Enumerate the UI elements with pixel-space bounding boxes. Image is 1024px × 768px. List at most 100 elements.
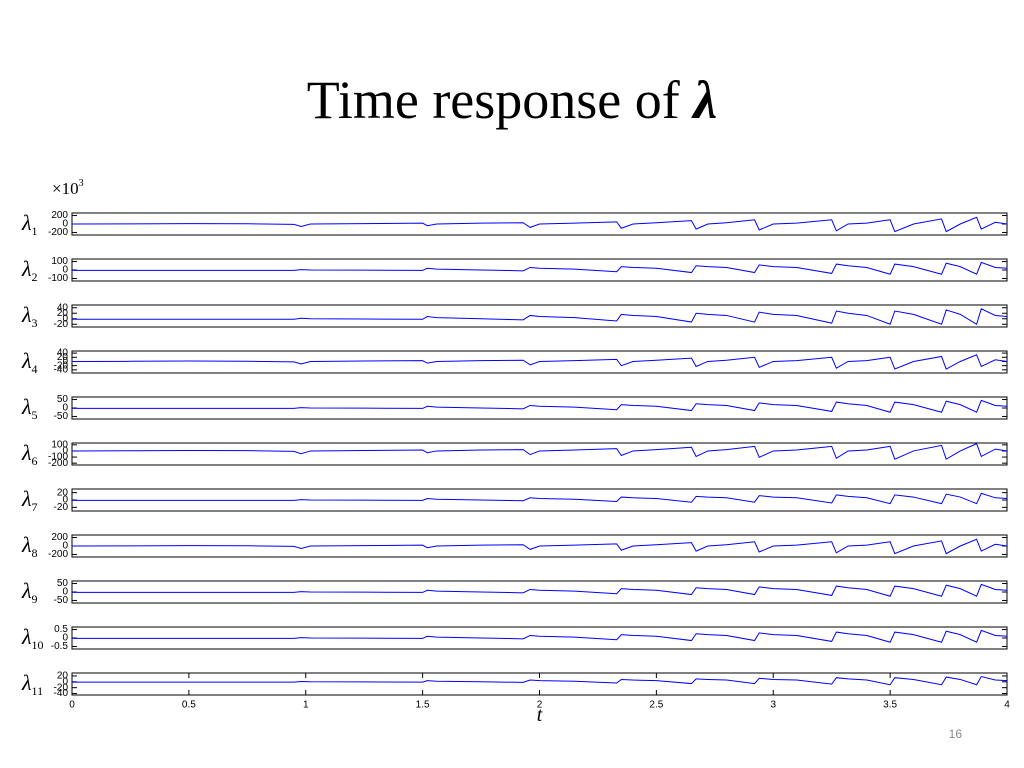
x-tick-label: 4 (1004, 700, 1010, 711)
series-line (72, 583, 1008, 597)
y-axis-label: λ6 (21, 440, 38, 468)
y-tick-label: -100 (48, 273, 68, 284)
y-axis-label: λ1 (21, 210, 38, 238)
y-tick-label: -20 (54, 502, 69, 513)
y-tick-label: 0 (62, 446, 68, 457)
y-tick-label: 0 (62, 587, 68, 598)
series-line (72, 675, 1008, 686)
y-axis-label: λ9 (21, 578, 38, 606)
x-tick-label: 2.5 (649, 700, 663, 711)
y-tick-label: 0 (62, 356, 68, 367)
y-axis-subscript: 9 (32, 592, 38, 606)
y-axis-symbol: λ (21, 394, 32, 419)
y-tick-label: -200 (48, 549, 68, 560)
y-tick-label: -40 (54, 688, 69, 699)
y-tick-label: 20 (57, 308, 69, 319)
plot-frame (71, 304, 1008, 328)
series-line (72, 629, 1008, 643)
y-axis-subscript: 10 (32, 638, 44, 652)
x-tick-label: 0.5 (182, 700, 196, 711)
y-axis-symbol: λ (21, 532, 32, 557)
x-tick-label: 3.5 (883, 700, 897, 711)
y-axis-symbol: λ (21, 302, 32, 327)
y-tick-label: 200 (51, 210, 68, 221)
y-tick-label: 100 (51, 439, 68, 450)
y-axis-symbol: λ (21, 440, 32, 465)
y-tick-label: -20 (54, 682, 69, 693)
y-tick-label: 0 (62, 541, 68, 552)
y-tick-label: -50 (54, 595, 69, 606)
y-tick-label: -200 (48, 458, 68, 469)
y-tick-label: -200 (48, 227, 68, 238)
y-tick-label: -50 (54, 411, 69, 422)
y-tick-label: 0 (62, 219, 68, 230)
y-axis-subscript: 2 (32, 270, 38, 284)
series-line (72, 261, 1008, 275)
series-line (71, 442, 1008, 460)
series-line (72, 399, 1008, 413)
x-tick-label: 1 (303, 700, 309, 711)
series-line (72, 492, 1008, 505)
series-line (72, 308, 1008, 326)
series-line (71, 538, 1008, 555)
y-axis-symbol: λ (21, 256, 32, 281)
y-axis-subscript: 4 (32, 362, 38, 376)
y-axis-label: λ11 (21, 670, 43, 698)
y-tick-label: 40 (57, 348, 69, 359)
y-axis-symbol: λ (21, 348, 32, 373)
y-axis-symbol: λ (21, 486, 32, 511)
y-axis-label: λ5 (21, 394, 38, 422)
y-tick-label: -20 (54, 360, 69, 371)
y-axis-subscript: 8 (32, 546, 38, 560)
y-axis-symbol: λ (21, 210, 32, 235)
title-text: Time response of (307, 70, 694, 130)
x-axis-label: t (537, 704, 543, 726)
y-tick-label: 0 (62, 265, 68, 276)
multiplier: ×103 (52, 178, 84, 198)
y-tick-label: 20 (57, 487, 69, 498)
y-tick-label: 0 (62, 633, 68, 644)
y-axis-label: λ4 (21, 348, 38, 376)
y-tick-label: -20 (54, 319, 69, 330)
y-axis-subscript: 3 (32, 316, 38, 330)
y-tick-label: 50 (57, 578, 69, 589)
series-line (71, 354, 1008, 370)
plot-frame (71, 442, 1008, 466)
title-symbol: λ (691, 70, 717, 130)
slide-title: Time response of λ (307, 70, 717, 130)
y-axis-label: λ2 (21, 256, 38, 284)
y-axis-symbol: λ (21, 670, 32, 695)
y-tick-label: 0 (62, 495, 68, 506)
y-axis-label: λ7 (21, 486, 38, 514)
x-tick-label: 3 (770, 700, 776, 711)
y-tick-label: 200 (51, 532, 68, 543)
y-axis-label: λ8 (21, 532, 38, 560)
y-tick-label: 100 (51, 256, 68, 267)
y-axis-subscript: 5 (32, 408, 38, 422)
y-tick-label: 0.5 (54, 624, 68, 635)
x-tick-label: 1.5 (416, 700, 430, 711)
multiplier-base: ×10 (52, 179, 79, 198)
y-tick-label: -40 (54, 364, 69, 375)
y-axis-symbol: λ (21, 578, 32, 603)
y-tick-label: -0.5 (51, 641, 69, 652)
y-axis-subscript: 6 (32, 454, 38, 468)
y-axis-subscript: 11 (32, 684, 44, 698)
y-tick-label: 0 (62, 676, 68, 687)
y-axis-subscript: 7 (32, 500, 38, 514)
x-tick-label: 0 (69, 700, 75, 711)
y-tick-label: 50 (57, 394, 69, 405)
multiplier-exponent: 3 (79, 178, 84, 189)
y-axis-symbol: λ (21, 624, 32, 649)
x-tick-label: 2 (537, 700, 543, 711)
y-tick-label: 20 (57, 352, 69, 363)
y-tick-label: -100 (48, 452, 68, 463)
page-number: 16 (949, 727, 963, 741)
y-tick-label: 0 (62, 313, 68, 324)
y-axis-subscript: 1 (32, 224, 38, 238)
y-tick-label: 20 (57, 671, 69, 682)
series-line (71, 216, 1008, 233)
y-axis-label: λ10 (21, 624, 44, 652)
